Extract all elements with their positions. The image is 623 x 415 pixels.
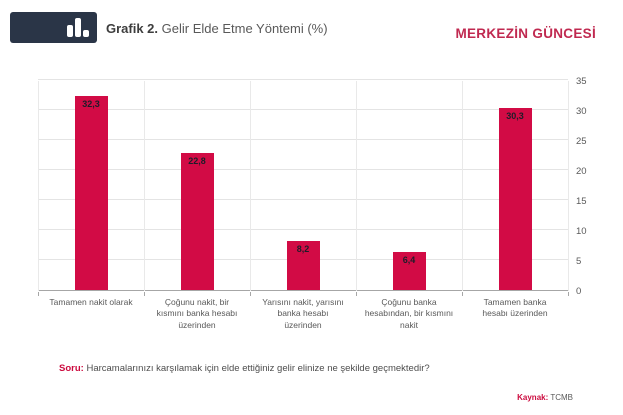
bar: 22,8 (180, 153, 214, 290)
x-category-label: Tamamen nakit olarak (49, 297, 133, 307)
y-tick-label: 0 (576, 286, 582, 297)
axis-tick (568, 292, 569, 296)
chart-number-label: Grafik 2. (106, 21, 159, 36)
page-title: Grafik 2. Gelir Elde Etme Yöntemi (%) (106, 21, 328, 36)
gridline (38, 139, 568, 140)
question-label: Soru: (59, 363, 84, 374)
x-category-label: Çoğunu nakit, bir kısmını banka hesabı ü… (156, 297, 238, 330)
bar-value-label: 6,4 (402, 254, 416, 265)
chart-title-text: Gelir Elde Etme Yöntemi (%) (158, 21, 328, 36)
axis-tick (462, 292, 463, 296)
bar: 30,3 (498, 108, 532, 290)
gridline (38, 79, 568, 80)
gridline (38, 169, 568, 170)
y-tick-label: 35 (576, 76, 587, 87)
source-text: TCMB (548, 393, 573, 402)
x-category-label: Çoğunu banka hesabından, bir kısmını nak… (364, 297, 454, 330)
gridline (38, 109, 568, 110)
bar-value-label: 8,2 (296, 243, 310, 254)
x-category-label: Tamamen banka hesabı üzerinden (482, 297, 548, 319)
gridline (144, 81, 145, 291)
bar-value-label: 30,3 (506, 111, 524, 122)
bar: 32,3 (74, 96, 108, 290)
gridline (250, 81, 251, 291)
question-text: Harcamalarınızı karşılamak için elde ett… (83, 363, 430, 374)
bar: 6,4 (392, 251, 426, 290)
bar-chart-icon (67, 18, 89, 37)
gridline (38, 81, 39, 291)
axis-tick (38, 292, 39, 296)
y-axis-labels: 0 5 10 15 20 25 30 35 (576, 76, 606, 297)
gridline (462, 81, 463, 291)
x-category-label: Yarısını nakit, yarısını banka hesabı üz… (262, 297, 344, 330)
brand-wordmark: MERKEZİN GÜNCESİ (455, 26, 596, 41)
y-tick-label: 5 (576, 256, 582, 267)
merkezin-guncesi-logo (10, 12, 97, 43)
y-tick-label: 25 (576, 136, 587, 147)
gridline (568, 81, 569, 291)
gridline (38, 229, 568, 230)
y-tick-label: 15 (576, 196, 587, 207)
source-note: Kaynak: TCMB (517, 393, 573, 402)
gridline (356, 81, 357, 291)
plot-area: 32,3 22,8 8,2 6,4 30,3 (38, 79, 569, 296)
bar-value-label: 22,8 (188, 156, 206, 167)
gridline (38, 199, 568, 200)
axis-tick (356, 292, 357, 296)
axis-tick (250, 292, 251, 296)
source-label: Kaynak: (517, 393, 549, 402)
y-tick-label: 10 (576, 226, 587, 237)
bar: 8,2 (286, 240, 320, 290)
y-tick-label: 30 (576, 106, 587, 117)
axis-tick (144, 292, 145, 296)
bar-value-label: 32,3 (82, 99, 100, 110)
survey-question: Soru: Harcamalarınızı karşılamak için el… (59, 363, 430, 374)
y-tick-label: 20 (576, 166, 587, 177)
